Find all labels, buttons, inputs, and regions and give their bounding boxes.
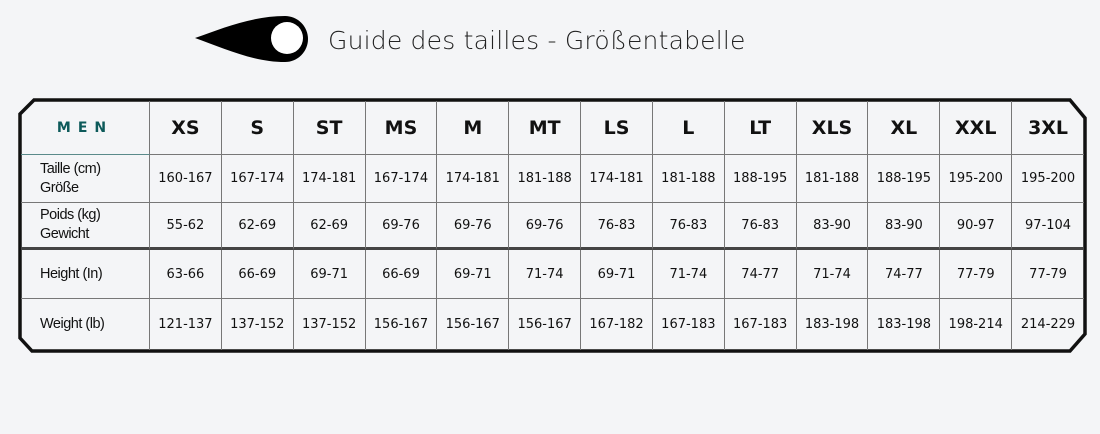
table-cell: 77-79	[1012, 250, 1084, 299]
table-cell: 69-71	[293, 250, 366, 299]
table-frame	[18, 98, 1087, 353]
table-cell: 183-198	[797, 299, 869, 350]
size-header-lt: LT	[724, 101, 797, 155]
table-cell: 156-167	[366, 299, 438, 350]
row-label-line1: Height (In)	[40, 265, 103, 282]
table-cell: 174-181	[581, 155, 653, 203]
table-cell: 195-200	[1012, 155, 1084, 203]
row-label-line1: Weight (lb)	[40, 316, 105, 332]
table-cell: 74-77	[724, 250, 797, 299]
table-cell: 69-76	[509, 203, 582, 250]
table-cell: 62-69	[221, 203, 294, 250]
table-cell: 156-167	[509, 299, 582, 350]
table-cell: 69-71	[437, 250, 510, 299]
size-table: MEN XS S ST MS M MT LS L LT XLS XL XXL 3XL Taille (cm)…	[21, 101, 1084, 350]
size-header-l: L	[652, 101, 725, 155]
size-header-xl: XL	[868, 101, 941, 155]
table-cell: 160-167	[150, 155, 222, 203]
row-label-line2: Gewicht	[40, 226, 89, 242]
table-cell: 63-66	[150, 250, 222, 299]
table-cell: 167-174	[365, 155, 438, 203]
table-cell: 181-188	[652, 155, 725, 203]
table-cell: 121-137	[150, 299, 222, 350]
table-cell: 90-97	[940, 203, 1013, 250]
size-header-ls: LS	[581, 101, 653, 155]
table-cell: 167-182	[581, 299, 653, 350]
table-cell: 55-62	[150, 203, 222, 250]
table-cell: 183-198	[868, 299, 941, 350]
table-cell: 62-69	[293, 203, 366, 250]
table-cell: 66-69	[365, 250, 438, 299]
table-cell: 137-152	[294, 299, 366, 350]
section-label: MEN	[21, 101, 150, 155]
table-cell: 167-183	[653, 299, 725, 350]
table-cell: 69-71	[581, 250, 653, 299]
table-cell: 66-69	[221, 250, 294, 299]
table-cell: 214-229	[1020, 317, 1076, 332]
row-label: Taille (cm) Größe	[21, 155, 150, 203]
row-label-line1: Poids (kg)	[40, 207, 101, 223]
table-cell: 174-181	[293, 155, 366, 203]
table-cell: 74-77	[868, 250, 941, 299]
page-title: Guide des tailles - Größentabelle	[328, 26, 746, 55]
size-header-m: M	[437, 101, 510, 155]
table-cell: 167-183	[725, 299, 797, 350]
table-cell: 188-195	[724, 155, 797, 203]
table-cell: 76-83	[724, 203, 797, 250]
size-header-xls: XLS	[796, 101, 869, 155]
row-label-line2: Größe	[40, 179, 79, 196]
table-cell: 76-83	[581, 203, 653, 250]
table-cell: 174-181	[437, 155, 510, 203]
table-cell: 198-214	[940, 299, 1013, 350]
table-cell: 71-74	[652, 250, 725, 299]
row-label-line1: Taille (cm)	[40, 160, 101, 177]
teardrop-logo-icon	[195, 16, 308, 62]
table-cell: 71-74	[796, 250, 869, 299]
table-cell: 156-167	[437, 299, 510, 350]
table-cell: 167-174	[221, 155, 294, 203]
row-label: Poids (kg) Gewicht	[21, 203, 150, 250]
table-cell: 77-79	[940, 250, 1013, 299]
size-header-mt: MT	[509, 101, 582, 155]
table-cell: 188-195	[868, 155, 941, 203]
table-cell: 181-188	[796, 155, 869, 203]
table-cell: 181-188	[509, 155, 582, 203]
size-header-3xl: 3XL	[1012, 101, 1084, 155]
table-cell: 69-76	[437, 203, 510, 250]
row-label: Height (In)	[21, 250, 150, 299]
table-cell: 195-200	[940, 155, 1013, 203]
size-header-xxl: XXL	[940, 101, 1013, 155]
size-header-ms: MS	[365, 101, 438, 155]
size-header-st: ST	[293, 101, 366, 155]
table-cell: 83-90	[796, 203, 869, 250]
table-cell: 97-104	[1012, 203, 1084, 250]
table-cell: 69-76	[365, 203, 438, 250]
table-cell: 83-90	[868, 203, 941, 250]
table-cell: 76-83	[652, 203, 725, 250]
size-header-xs: XS	[150, 101, 222, 155]
table-cell: 137-152	[222, 299, 294, 350]
table-cell: 71-74	[509, 250, 582, 299]
size-header-s: S	[221, 101, 294, 155]
row-label: Weight (lb)	[21, 299, 150, 350]
